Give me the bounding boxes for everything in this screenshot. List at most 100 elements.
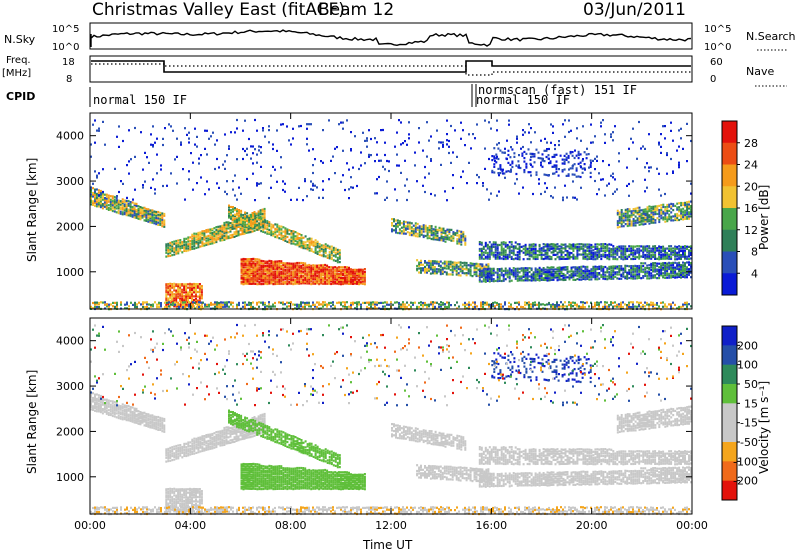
range-cell — [348, 274, 350, 277]
range-cell — [185, 293, 188, 296]
range-cell — [523, 160, 526, 163]
range-cell — [550, 305, 552, 308]
range-cell — [306, 240, 309, 243]
range-cell — [229, 222, 232, 225]
range-cell — [300, 270, 303, 273]
range-cell — [153, 214, 156, 217]
range-cell — [94, 190, 96, 193]
range-cell — [628, 272, 631, 276]
range-cell — [252, 280, 255, 283]
range-cell — [306, 264, 309, 267]
range-cell — [684, 205, 687, 208]
range-cell — [534, 273, 537, 276]
range-cell — [656, 264, 659, 267]
range-cell — [90, 190, 92, 193]
range-cell — [361, 280, 364, 283]
range-cell — [308, 237, 311, 240]
range-cell — [352, 282, 354, 285]
range-cell — [632, 251, 635, 254]
range-cell — [656, 272, 659, 276]
range-cell — [544, 303, 546, 307]
range-cell — [174, 301, 176, 304]
range-cell — [266, 221, 269, 224]
range-cell — [484, 251, 487, 255]
range-cell — [330, 268, 333, 271]
range-cell — [348, 278, 350, 281]
range-cell — [284, 231, 287, 234]
range-cell — [302, 241, 305, 244]
range-cell — [552, 251, 555, 254]
range-cell — [488, 271, 491, 275]
range-cell — [326, 282, 329, 285]
range-cell — [292, 280, 295, 283]
range-cell — [433, 262, 436, 265]
range-cell — [182, 301, 184, 304]
range-cell — [438, 226, 441, 229]
range-cell — [652, 264, 655, 267]
range-cell — [254, 268, 257, 271]
range-cell — [189, 293, 191, 296]
range-cell — [338, 274, 340, 277]
range-cell — [156, 153, 158, 156]
range-cell — [455, 267, 458, 270]
range-cell — [250, 282, 253, 285]
range-cell — [474, 303, 476, 306]
range-cell — [248, 223, 251, 226]
range-cell — [236, 127, 238, 130]
range-cell — [408, 225, 411, 228]
range-cell — [554, 271, 557, 274]
range-cell — [248, 220, 251, 223]
range-cell — [236, 198, 238, 201]
range-cell — [183, 299, 186, 302]
range-cell — [638, 215, 641, 218]
range-cell — [254, 199, 256, 202]
range-cell — [262, 280, 265, 283]
range-cell — [173, 285, 176, 288]
range-cell — [546, 269, 549, 272]
range-cell — [554, 249, 557, 252]
range-cell — [361, 282, 364, 285]
range-cell — [418, 229, 421, 232]
range-cell — [545, 173, 548, 177]
range-cell — [250, 278, 253, 281]
range-cell — [280, 236, 283, 239]
range-cell — [200, 301, 202, 304]
range-cell — [177, 296, 180, 299]
range-cell — [546, 277, 549, 280]
range-cell — [560, 305, 562, 308]
range-cell — [546, 251, 549, 254]
range-cell — [175, 305, 178, 308]
range-cell — [410, 231, 413, 234]
range-cell — [581, 171, 584, 174]
range-cell — [254, 282, 257, 285]
range-cell — [280, 301, 282, 304]
range-cell — [680, 274, 682, 277]
range-cell — [266, 227, 269, 230]
range-cell — [90, 197, 92, 200]
range-cell — [546, 247, 549, 250]
range-cell — [558, 255, 561, 258]
range-cell — [437, 270, 440, 273]
range-cell — [521, 152, 524, 155]
range-cell — [636, 217, 639, 220]
range-cell — [426, 233, 429, 236]
range-cell — [652, 211, 655, 214]
range-cell — [125, 214, 128, 217]
range-cell — [584, 301, 586, 305]
range-cell — [520, 250, 523, 253]
freq-panel: Freq. [MHz] 18 8 60 0 Nave — [2, 55, 787, 87]
range-cell — [626, 212, 629, 215]
range-cell — [431, 262, 434, 265]
range-cell — [676, 264, 679, 267]
range-cell — [490, 274, 493, 277]
range-cell — [656, 247, 659, 250]
range-cell — [128, 305, 130, 308]
range-cell — [428, 229, 431, 232]
range-cell — [230, 301, 232, 304]
range-cell — [432, 229, 435, 232]
range-cell — [571, 151, 574, 154]
range-cell — [491, 155, 494, 158]
range-cell — [181, 297, 184, 300]
range-cell — [682, 266, 684, 269]
range-cell — [334, 278, 337, 281]
